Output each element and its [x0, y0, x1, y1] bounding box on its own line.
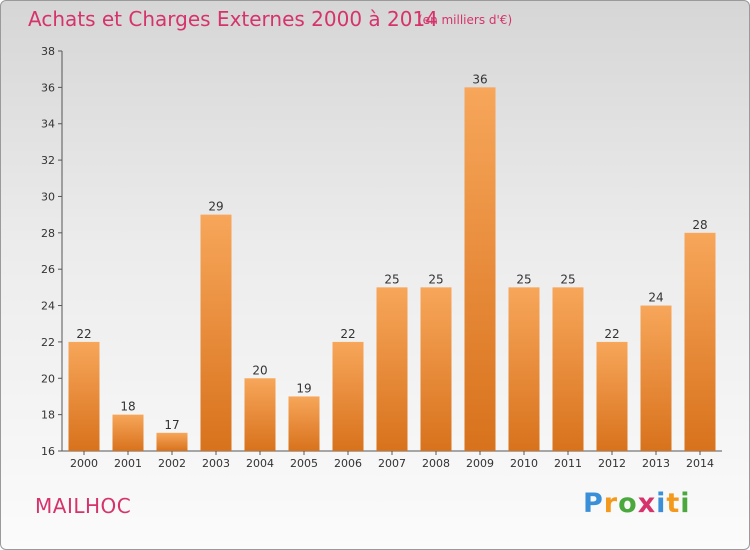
x-tick-label-2006: 2006	[334, 457, 362, 470]
bar-2014	[684, 232, 716, 451]
bar-2002	[156, 432, 188, 451]
x-tick-label-2000: 2000	[70, 457, 98, 470]
x-tick-label-2013: 2013	[642, 457, 670, 470]
y-tick-label: 24	[41, 300, 55, 313]
y-tick-label: 16	[41, 445, 55, 458]
bar-label-2011: 25	[560, 272, 575, 286]
logo-letter: i	[680, 488, 691, 519]
bar-2006	[332, 341, 364, 451]
bar-label-2003: 29	[208, 200, 223, 214]
bar-2001	[112, 414, 144, 451]
logo-letter: i	[656, 488, 667, 519]
y-tick-label: 22	[41, 336, 55, 349]
bar-label-2009: 36	[472, 72, 487, 86]
y-tick-label: 32	[41, 154, 55, 167]
bar-label-2001: 18	[120, 400, 135, 414]
bar-label-2013: 24	[648, 291, 663, 305]
chart-title: Achats et Charges Externes 2000 à 2014	[28, 7, 438, 31]
bar-label-2000: 22	[76, 327, 91, 341]
logo-letter: o	[618, 488, 638, 519]
x-tick-label-2010: 2010	[510, 457, 538, 470]
bar-label-2010: 25	[516, 272, 531, 286]
bar-label-2006: 22	[340, 327, 355, 341]
y-tick-label: 20	[41, 372, 55, 385]
y-tick-label: 28	[41, 227, 55, 240]
x-tick-label-2012: 2012	[598, 457, 626, 470]
y-tick-label: 34	[41, 118, 55, 131]
chart-subtitle: (en milliers d'€)	[418, 13, 513, 27]
y-tick-label: 18	[41, 409, 55, 422]
x-tick-label-2001: 2001	[114, 457, 142, 470]
bar-label-2002: 17	[164, 418, 179, 432]
bar-2000	[68, 341, 100, 451]
bar-label-2007: 25	[384, 272, 399, 286]
bar-2007	[376, 287, 408, 451]
x-tick-label-2011: 2011	[554, 457, 582, 470]
x-tick-label-2002: 2002	[158, 457, 186, 470]
bar-2004	[244, 378, 276, 451]
bar-label-2012: 22	[604, 327, 619, 341]
logo-letter: x	[637, 488, 657, 519]
bar-2013	[640, 305, 672, 451]
logo-letter: t	[666, 488, 681, 519]
x-tick-label-2008: 2008	[422, 457, 450, 470]
y-tick-label: 26	[41, 263, 55, 276]
bar-2010	[508, 287, 540, 451]
bar-2008	[420, 287, 452, 451]
city-name: MAILHOC	[35, 494, 132, 518]
logo-letter: r	[603, 488, 619, 519]
y-tick-label: 36	[41, 81, 55, 94]
x-tick-label-2003: 2003	[202, 457, 230, 470]
bar-2003	[200, 214, 232, 451]
y-tick-label: 38	[41, 45, 55, 58]
x-tick-label-2005: 2005	[290, 457, 318, 470]
bar-label-2008: 25	[428, 272, 443, 286]
y-tick-label: 30	[41, 190, 55, 203]
proxiti-logo: Proxiti	[583, 488, 691, 519]
bar-label-2004: 20	[252, 363, 267, 377]
x-tick-label-2014: 2014	[686, 457, 714, 470]
bar-2011	[552, 287, 584, 451]
bar-2009	[464, 87, 496, 451]
x-tick-label-2007: 2007	[378, 457, 406, 470]
x-tick-label-2009: 2009	[466, 457, 494, 470]
bar-label-2005: 19	[296, 381, 311, 395]
x-tick-label-2004: 2004	[246, 457, 274, 470]
bar-2012	[596, 341, 628, 451]
logo-letter: P	[583, 488, 604, 519]
bar-label-2014: 28	[692, 218, 707, 232]
bar-2005	[288, 396, 320, 451]
